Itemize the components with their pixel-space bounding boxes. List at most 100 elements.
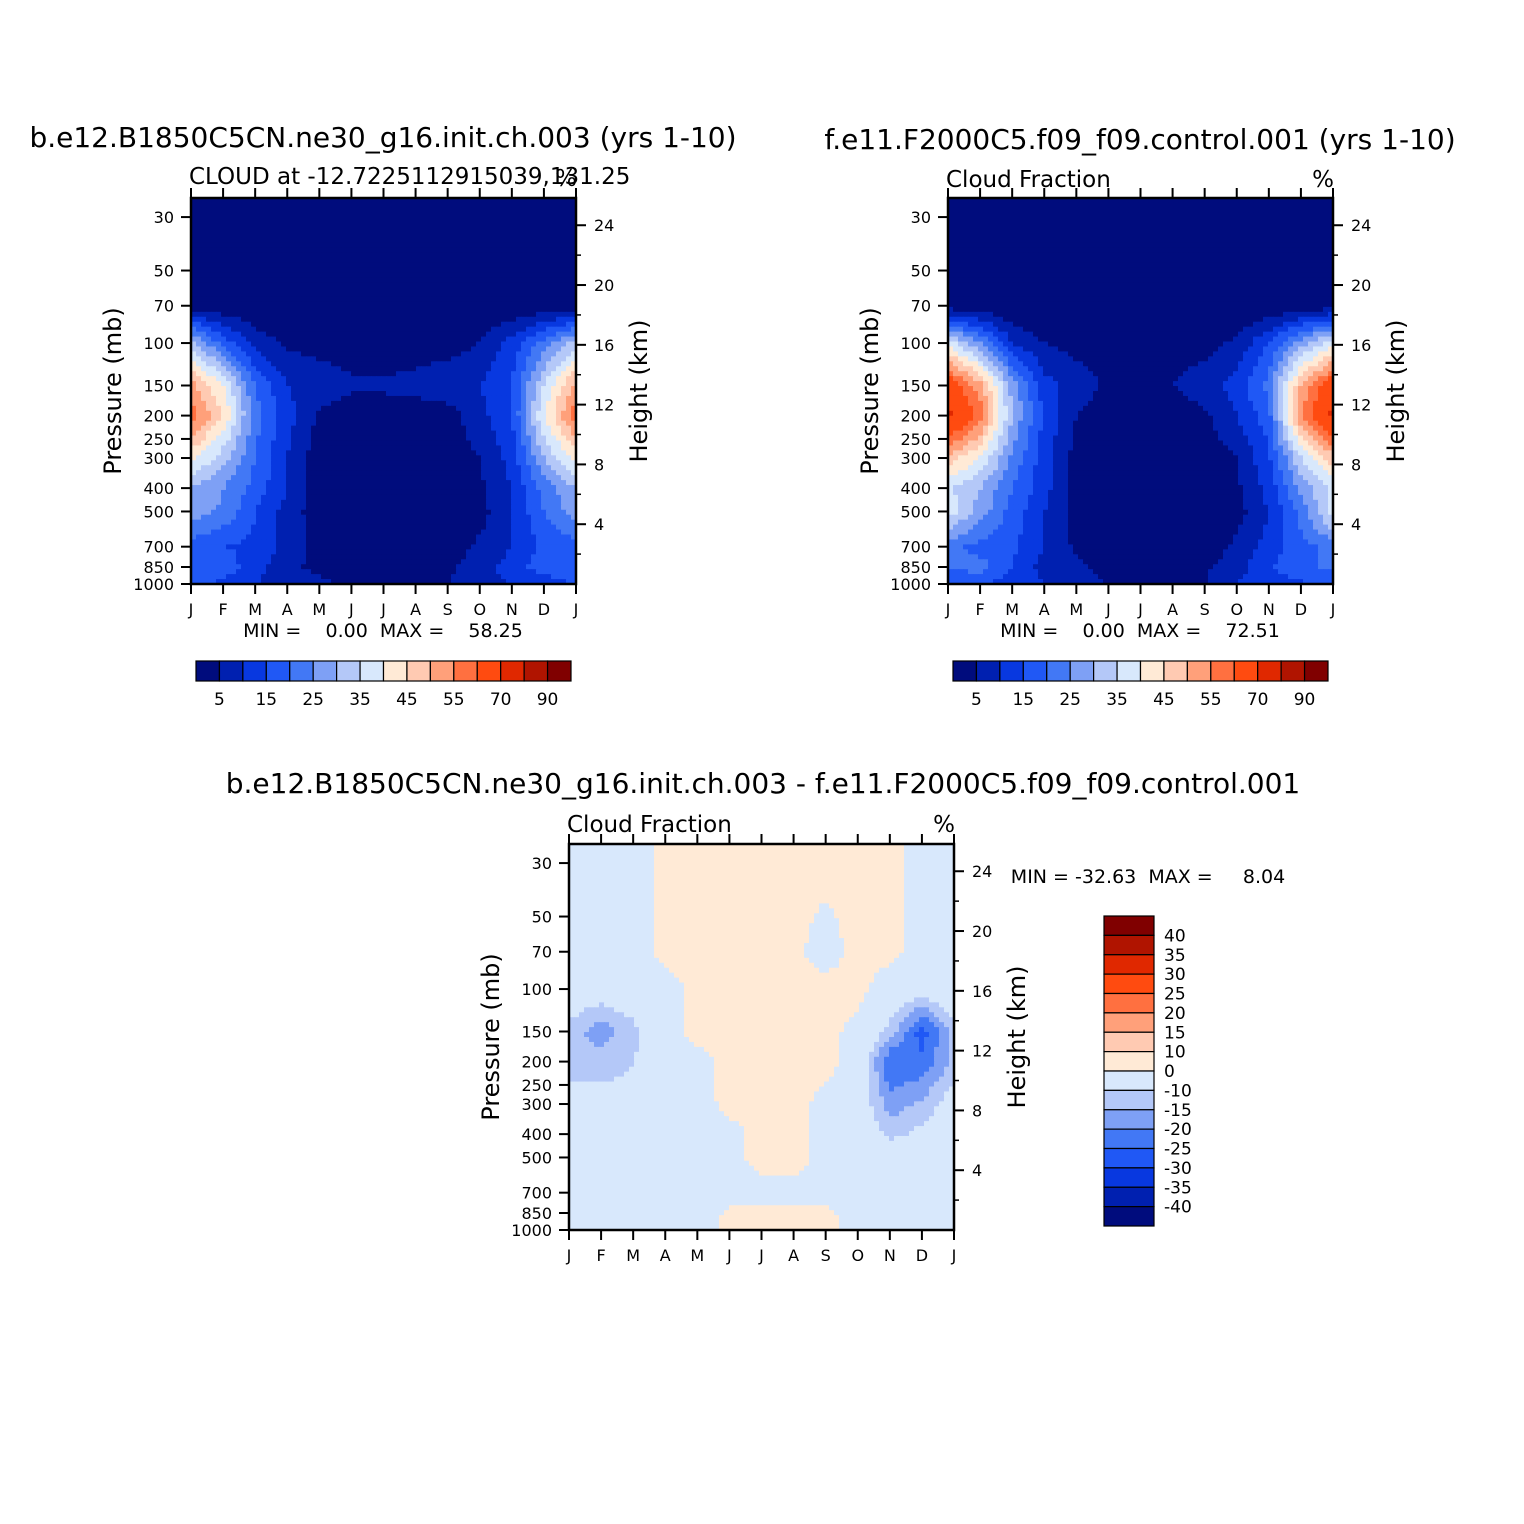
field-cell (401, 207, 407, 214)
field-cell (316, 321, 322, 328)
field-cell (461, 485, 467, 491)
field-cell (406, 207, 412, 214)
field-cell (366, 321, 372, 328)
field-cell (226, 450, 232, 456)
field-cell (436, 346, 442, 353)
field-cell (246, 306, 252, 313)
field-cell (461, 425, 467, 432)
field-cell (431, 252, 437, 258)
field-cell (561, 450, 567, 456)
field-cell (266, 460, 272, 466)
field-cell (436, 425, 442, 432)
field-cell (471, 267, 477, 273)
field-cell (456, 277, 462, 283)
field-cell (246, 450, 252, 456)
field-cell (511, 222, 517, 229)
field-cell (561, 445, 567, 451)
field-cell (281, 514, 287, 521)
field-cell (481, 371, 487, 377)
field-cell (206, 287, 212, 293)
field-cell (556, 227, 562, 234)
field-cell (221, 455, 227, 461)
field-cell (411, 198, 417, 204)
field-cell (201, 311, 207, 318)
field-cell (226, 386, 232, 392)
field-cell (241, 494, 247, 501)
field-cell (211, 381, 217, 387)
field-cell (441, 494, 447, 501)
field-cell (446, 494, 452, 501)
field-cell (561, 351, 567, 357)
field-cell (486, 292, 492, 298)
field-cell (451, 202, 457, 209)
field-cell (571, 460, 577, 466)
field-cell (271, 217, 277, 224)
field-cell (471, 366, 477, 372)
field-cell (226, 272, 232, 278)
field-cell (261, 450, 267, 456)
field-cell (331, 296, 337, 303)
field-cell (571, 410, 577, 417)
field-cell (541, 217, 547, 224)
field-cell (496, 336, 502, 343)
field-cell (276, 346, 282, 353)
field-cell (386, 222, 392, 229)
field-cell (311, 306, 317, 313)
field-cell (461, 470, 467, 476)
field-cell (556, 480, 562, 486)
field-cell (536, 480, 542, 486)
field-cell (291, 410, 297, 417)
field-cell (526, 341, 532, 348)
field-cell (316, 499, 322, 506)
field-cell (566, 351, 572, 357)
field-cell (431, 361, 437, 367)
field-cell (446, 499, 452, 506)
field-cell (486, 301, 492, 308)
field-cell (196, 386, 202, 392)
field-cell (301, 287, 307, 293)
field-cell (521, 222, 527, 229)
field-cell (311, 237, 317, 244)
field-cell (381, 242, 387, 249)
field-cell (301, 475, 307, 481)
field-cell (531, 341, 537, 348)
field-cell (246, 287, 252, 293)
field-cell (356, 400, 362, 407)
field-cell (241, 287, 247, 293)
field-cell (341, 435, 347, 442)
field-cell (486, 311, 492, 318)
field-cell (566, 198, 572, 204)
field-cell (431, 420, 437, 427)
field-cell (321, 341, 327, 348)
field-cell (336, 222, 342, 229)
field-cell (221, 485, 227, 491)
field-cell (511, 346, 517, 353)
field-cell (511, 420, 517, 427)
field-cell (306, 198, 312, 204)
field-cell (411, 395, 417, 402)
field-cell (201, 262, 207, 268)
field-cell (481, 430, 487, 437)
field-cell (266, 480, 272, 486)
field-cell (311, 301, 317, 308)
field-cell (501, 296, 507, 303)
field-cell (566, 237, 572, 244)
field-cell (416, 371, 422, 377)
field-cell (511, 301, 517, 308)
field-cell (481, 227, 487, 234)
field-cell (286, 489, 292, 496)
field-cell (201, 499, 207, 506)
field-cell (256, 445, 262, 451)
field-cell (216, 198, 222, 204)
field-cell (461, 212, 467, 219)
field-cell (336, 227, 342, 234)
field-cell (331, 341, 337, 348)
field-cell (316, 361, 322, 367)
field-cell (251, 405, 257, 412)
field-cell (211, 445, 217, 451)
field-cell (386, 400, 392, 407)
field-cell (341, 227, 347, 234)
field-cell (216, 450, 222, 456)
field-cell (416, 400, 422, 407)
field-cell (376, 489, 382, 496)
